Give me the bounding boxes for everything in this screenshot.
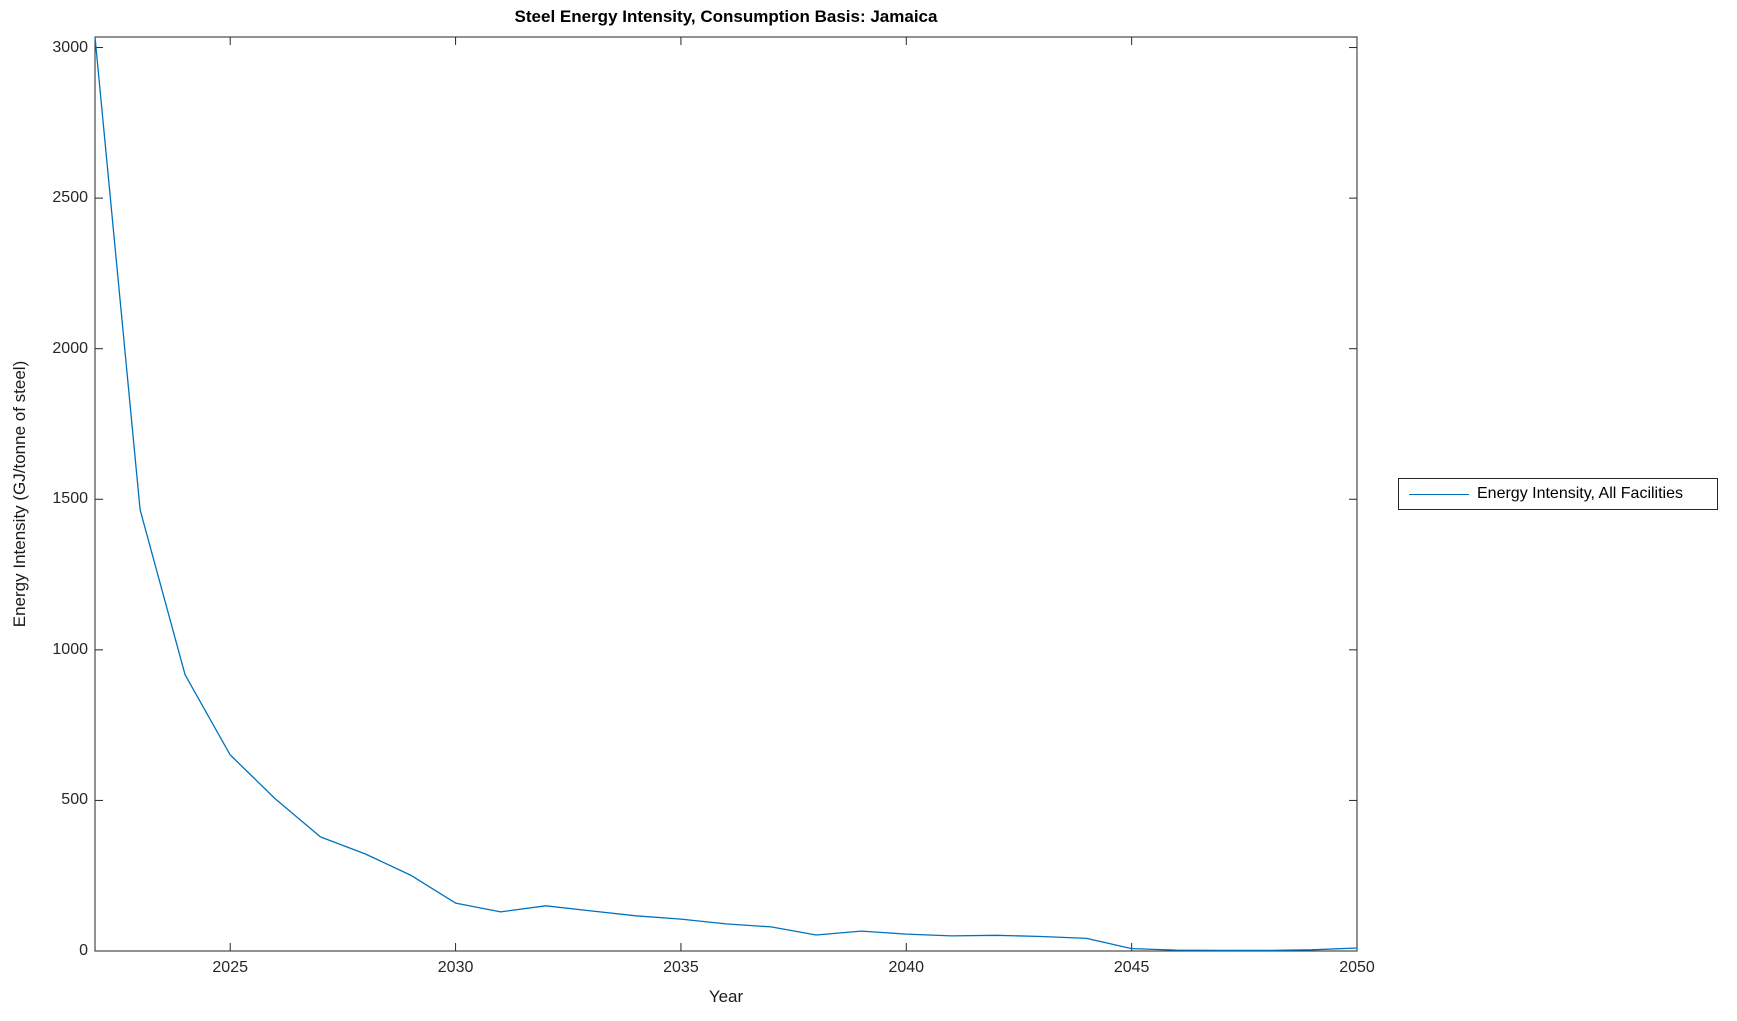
legend: Energy Intensity, All Facilities: [1398, 478, 1718, 510]
legend-label: Energy Intensity, All Facilities: [1477, 485, 1684, 502]
x-tick-label: 2050: [1339, 959, 1375, 976]
x-tick-label: 2030: [437, 959, 474, 976]
x-tick-label: 2040: [888, 959, 925, 976]
y-tick-label: 2000: [52, 339, 88, 357]
series-line: [94, 36, 1358, 952]
y-tick-label: 3000: [52, 38, 88, 56]
y-tick-label: 1500: [52, 490, 88, 508]
x-tick-label: 2045: [1113, 959, 1150, 976]
y-tick-label: 500: [61, 791, 88, 809]
y-tick-label: 1000: [52, 640, 88, 658]
legend-line-sample-icon: [1409, 493, 1469, 495]
x-tick-label: 2035: [663, 959, 699, 976]
y-axis-label: Energy Intensity (GJ/tonne of steel): [10, 360, 29, 628]
x-axis-label: Year: [708, 987, 744, 1006]
x-tick-label: 2025: [212, 959, 248, 976]
y-tick-label: 2500: [52, 189, 88, 207]
chart-title: Steel Energy Intensity, Consumption Basi…: [514, 7, 938, 26]
y-tick-label: 0: [79, 942, 88, 959]
axes-box: [94, 36, 1358, 952]
